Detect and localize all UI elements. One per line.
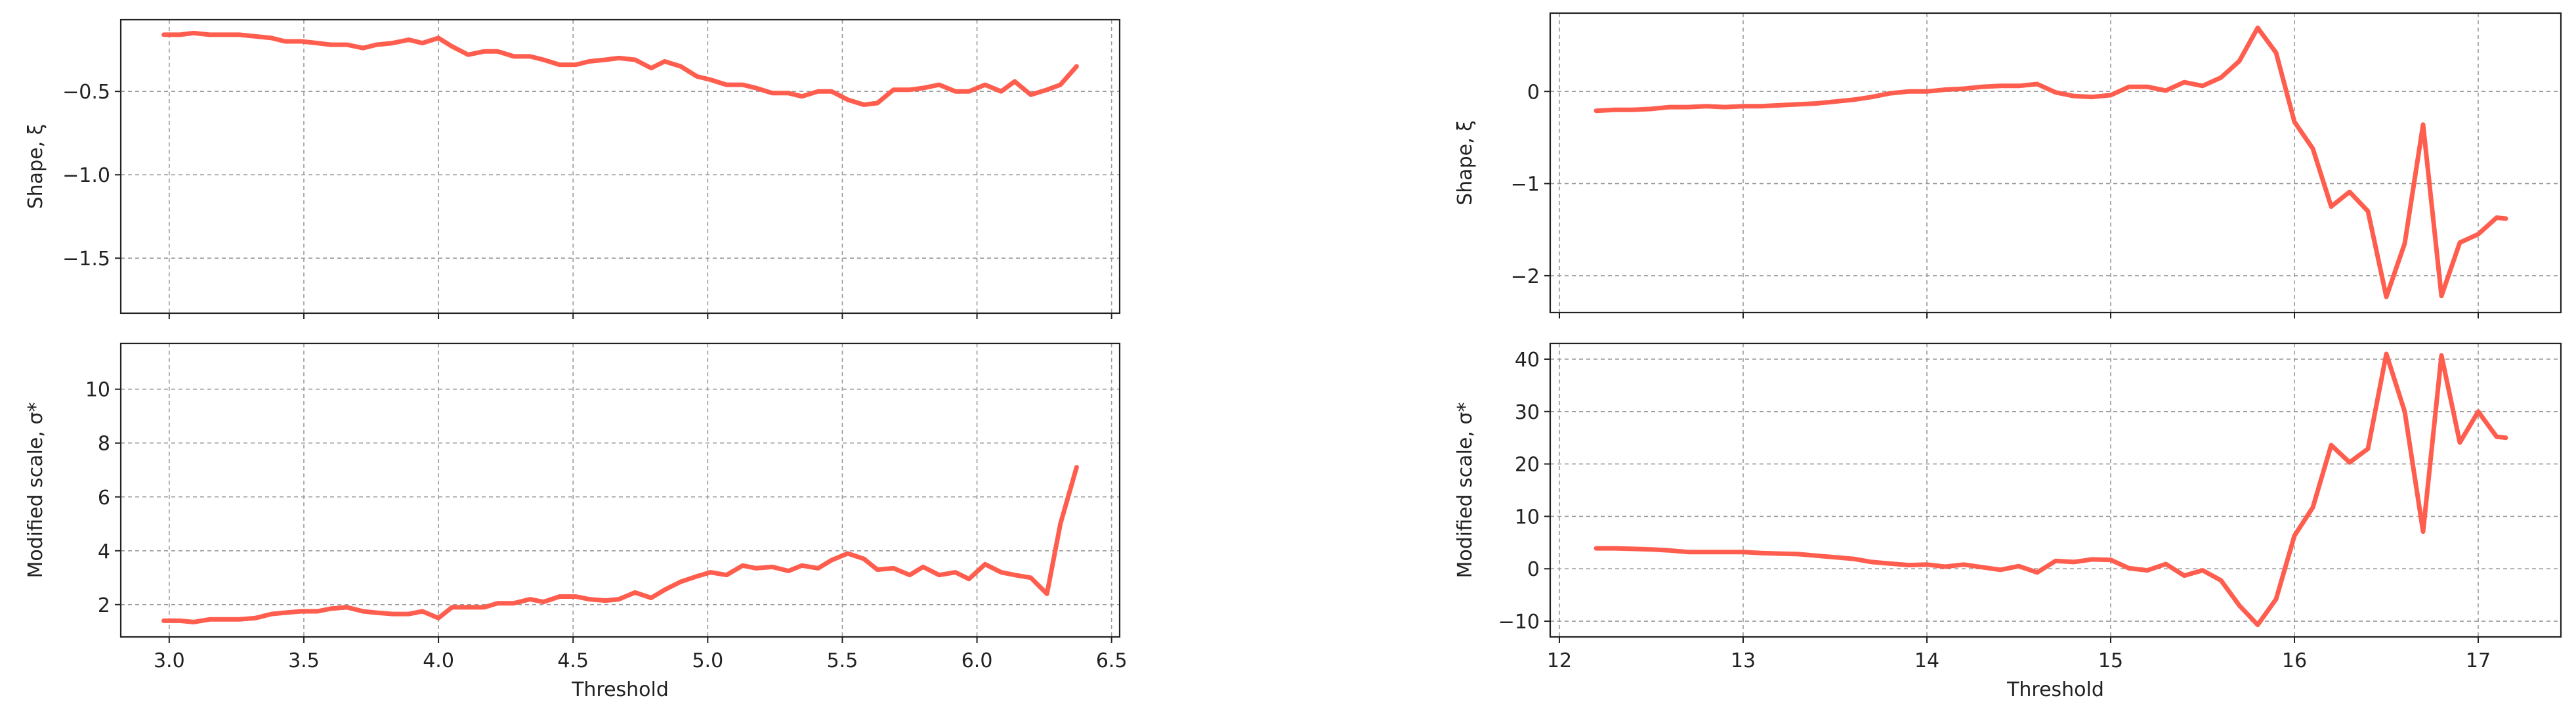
x-tick-label: 4.5 [557,649,589,672]
x-tick-label: 5.5 [827,649,858,672]
x-axis-label: Threshold [2006,678,2104,701]
y-tick-label: 10 [85,379,110,402]
y-tick-label: 8 [98,433,110,456]
series-line-left-scale-0 [161,465,1079,624]
y-tick-label: −0.5 [62,81,110,104]
x-tick-label: 6.5 [1096,649,1128,672]
y-tick-label: −2 [1511,265,1540,288]
x-axis-label: Threshold [571,678,669,701]
y-tick-label: −10 [1498,611,1540,634]
y-axis-label: Shape, ξ [24,124,47,209]
y-axis-label: Shape, ξ [1454,120,1477,206]
y-tick-label: −1.5 [62,248,110,271]
y-tick-label: −1 [1511,173,1540,196]
x-tick-label: 4.0 [423,649,454,672]
y-tick-label: 10 [1515,506,1540,529]
axes-frame [1549,342,2562,638]
y-tick-label: 6 [98,487,110,510]
y-tick-label: 0 [1527,558,1540,581]
panel-right-shape: −2 −1 0 Shape, ξ [1454,12,2562,318]
series-line-right-scale-0 [1594,351,2508,628]
x-tick-label: 14 [1914,649,1939,672]
panel-left-shape: −1.5 −1.0 −0.5 Shape, ξ [24,18,1121,319]
y-tick-label: 20 [1515,454,1540,477]
x-tick-label: 5.0 [692,649,723,672]
axes-frame [119,342,1121,638]
x-tick-label: 12 [1547,649,1572,672]
x-tick-label: 6.0 [961,649,993,672]
panel-right-scale: 12 13 14 15 16 17 −10 0 10 20 30 40 Modified scale, … [1454,342,2562,701]
series-line-left-shape-0 [161,30,1079,107]
panel-left-scale: 3.0 3.5 4.0 4.5 5.0 5.5 6.0 6.5 2 4 6 8 10 Modified s… [24,342,1128,701]
y-tick-label: 4 [98,540,110,563]
y-axis-label: Modified scale, σ* [24,403,47,578]
series-line-right-shape-0 [1594,25,2508,299]
y-axis-label: Modified scale, σ* [1454,403,1477,578]
axes-frame [119,18,1121,315]
x-tick-label: 16 [2282,649,2307,672]
y-tick-label: 2 [98,594,110,617]
axes-frame [1549,12,2562,314]
y-tick-label: 0 [1527,81,1540,104]
y-tick-label: 40 [1515,349,1540,372]
x-tick-label: 17 [2466,649,2491,672]
y-tick-label: 30 [1515,401,1540,424]
x-tick-label: 3.5 [288,649,320,672]
x-tick-label: 15 [2098,649,2123,672]
y-tick-label: −1.0 [62,164,110,187]
x-tick-label: 13 [1731,649,1756,672]
x-tick-label: 3.0 [154,649,185,672]
